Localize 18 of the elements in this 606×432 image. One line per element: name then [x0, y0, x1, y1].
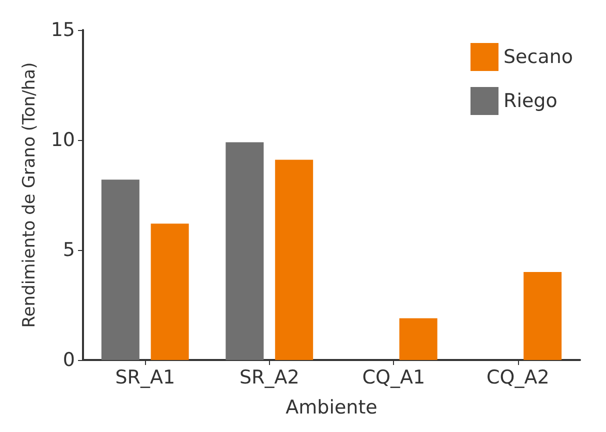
bar [101, 180, 140, 360]
x-tick-label: CQ_A2 [486, 366, 550, 388]
x-tick-label: SR_A2 [239, 366, 300, 388]
x-tick-label: CQ_A1 [362, 366, 426, 388]
legend-label: Secano [503, 46, 574, 68]
x-axis-title: Ambiente [286, 396, 378, 418]
legend-label: Riego [503, 90, 558, 112]
y-tick-label: 10 [50, 129, 75, 151]
bar [399, 318, 438, 360]
bar [226, 142, 264, 360]
bar [150, 224, 189, 360]
y-tick-label: 15 [50, 19, 75, 41]
x-tick-label: SR_A1 [115, 366, 176, 388]
bar [524, 272, 562, 360]
y-axis-title: Rendimiento de Grano (Ton/ha) [20, 62, 40, 328]
y-tick-label: 5 [62, 239, 75, 261]
y-tick-label: 0 [62, 349, 75, 371]
bar [275, 160, 314, 360]
